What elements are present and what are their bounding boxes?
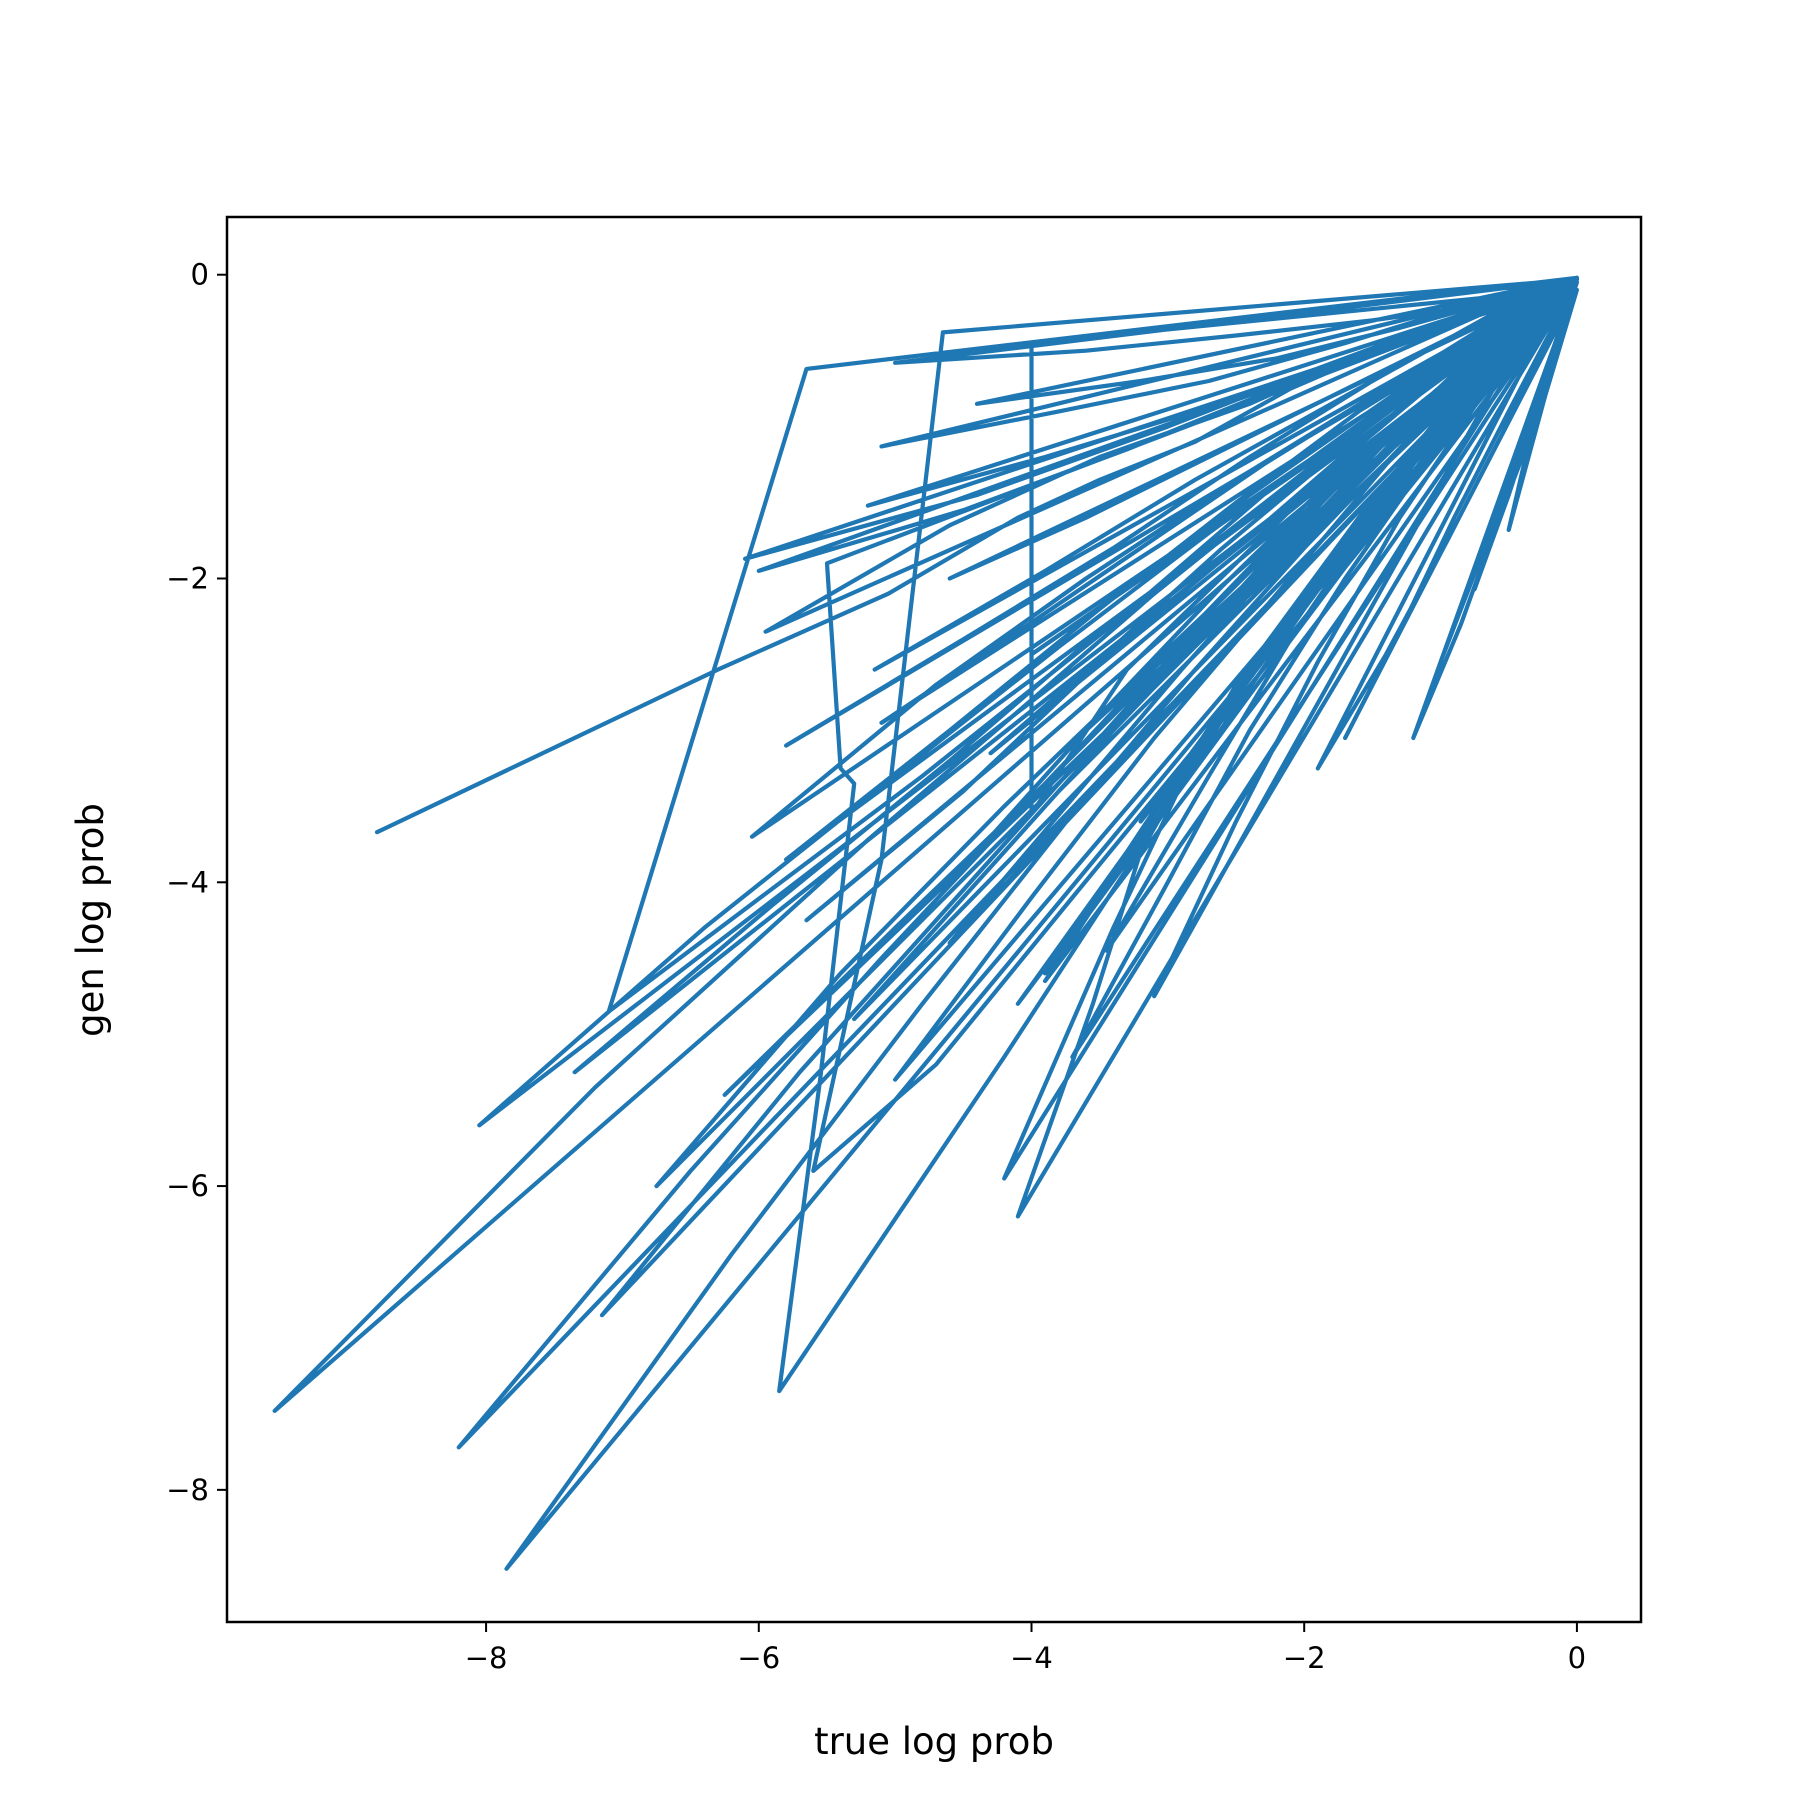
x-tick-label: 0 bbox=[1568, 1641, 1586, 1675]
x-tick-label: −4 bbox=[1010, 1641, 1053, 1675]
series-lines bbox=[272, 275, 1580, 1571]
series-line bbox=[272, 275, 1580, 1571]
x-tick-label: −6 bbox=[737, 1641, 780, 1675]
y-tick-label: 0 bbox=[191, 258, 209, 292]
y-axis-label: gen log prob bbox=[69, 803, 112, 1037]
y-axis-ticks: 0 −2 −4 −6 −8 bbox=[166, 258, 227, 1507]
y-tick-label: −8 bbox=[166, 1473, 209, 1507]
x-axis-label: true log prob bbox=[814, 1720, 1054, 1763]
x-tick-label: −8 bbox=[465, 1641, 508, 1675]
x-axis-ticks: −8 −6 −4 −2 0 bbox=[465, 1622, 1586, 1675]
plot-frame bbox=[225, 215, 1643, 1624]
y-tick-label: −4 bbox=[166, 865, 209, 899]
x-tick-label: −2 bbox=[1283, 1641, 1326, 1675]
y-tick-label: −6 bbox=[166, 1169, 209, 1203]
y-tick-label: −2 bbox=[166, 562, 209, 596]
